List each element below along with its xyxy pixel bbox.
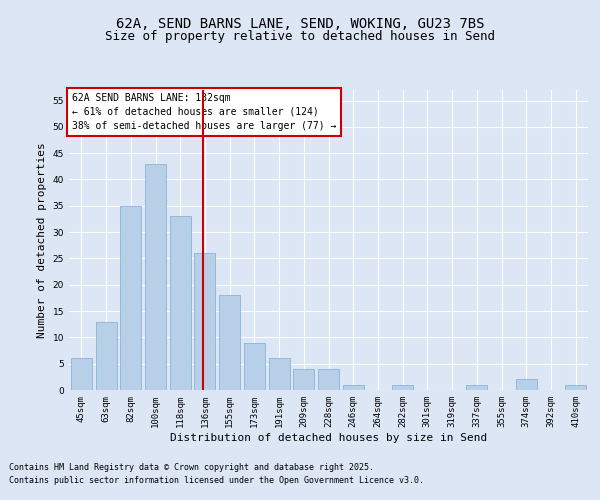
Bar (71, 358, 92, 390)
Bar (392, 384, 413, 390)
Bar (219, 296, 240, 390)
Text: 62A SEND BARNS LANE: 132sqm
← 61% of detached houses are smaller (124)
38% of se: 62A SEND BARNS LANE: 132sqm ← 61% of det… (71, 93, 336, 131)
Bar (565, 384, 586, 390)
Bar (170, 216, 191, 390)
Text: Size of property relative to detached houses in Send: Size of property relative to detached ho… (105, 30, 495, 43)
Bar (194, 253, 215, 390)
Bar (293, 369, 314, 390)
Bar (318, 369, 339, 390)
X-axis label: Distribution of detached houses by size in Send: Distribution of detached houses by size … (170, 432, 487, 442)
Text: Contains public sector information licensed under the Open Government Licence v3: Contains public sector information licen… (9, 476, 424, 485)
Bar (120, 206, 141, 390)
Bar (466, 384, 487, 390)
Bar (244, 342, 265, 390)
Bar (343, 384, 364, 390)
Bar (516, 380, 537, 390)
Text: 62A, SEND BARNS LANE, SEND, WOKING, GU23 7BS: 62A, SEND BARNS LANE, SEND, WOKING, GU23… (116, 18, 484, 32)
Bar (269, 358, 290, 390)
Bar (95, 322, 116, 390)
Y-axis label: Number of detached properties: Number of detached properties (37, 142, 47, 338)
Text: Contains HM Land Registry data © Crown copyright and database right 2025.: Contains HM Land Registry data © Crown c… (9, 462, 374, 471)
Bar (145, 164, 166, 390)
